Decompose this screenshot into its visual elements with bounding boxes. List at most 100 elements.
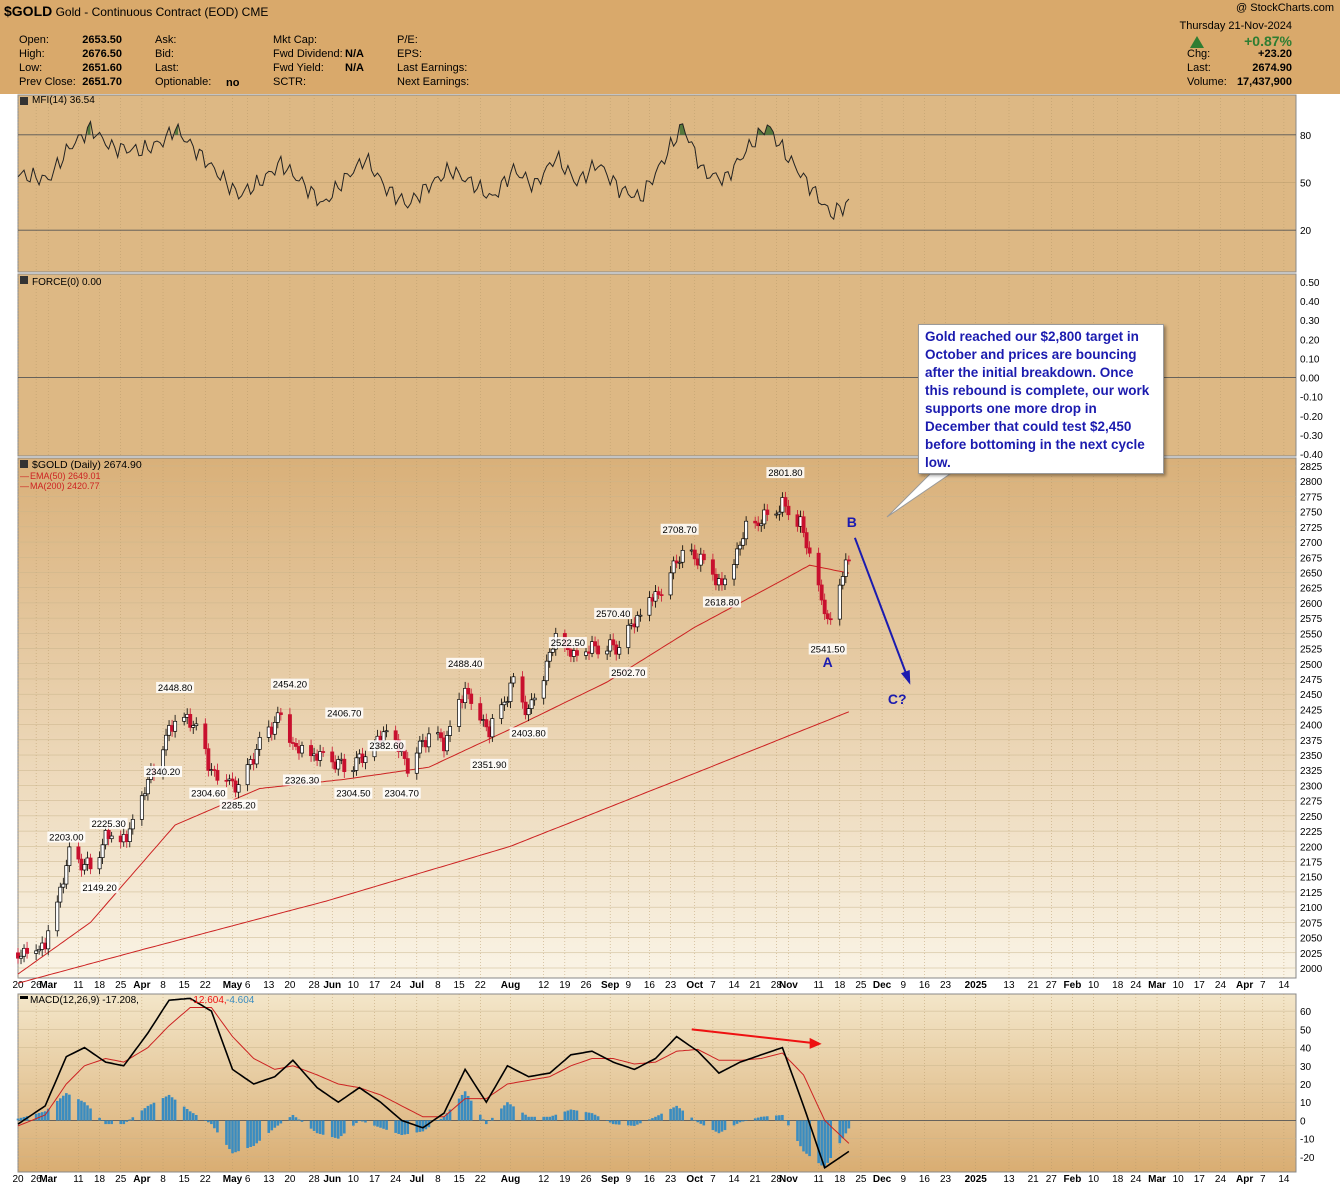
macd-histogram-bar (164, 1096, 168, 1121)
x-axis-tick-label: 6 (245, 980, 251, 991)
force-tick-label: -0.20 (1300, 412, 1323, 423)
price-label: 2522.50 (551, 638, 585, 649)
ema-legend-swatch: — (20, 471, 29, 481)
x-axis-bottom-tick-label: Mar (1148, 1174, 1166, 1185)
x-axis-bottom-tick-label: 15 (454, 1174, 466, 1185)
projection-arrow (853, 537, 911, 683)
macd-histogram-bar (524, 1114, 527, 1121)
price-tick-label: 2075 (1300, 918, 1323, 929)
x-axis-tick-label: 18 (1112, 980, 1124, 991)
macd-histogram-bar (590, 1113, 594, 1121)
macd-histogram-bar (530, 1116, 533, 1121)
macd-histogram-bar (361, 1120, 364, 1122)
x-axis-bottom-tick-label: 11 (813, 1174, 824, 1185)
x-axis-bottom-tick-label: 22 (200, 1174, 212, 1185)
price-label-bg (470, 758, 509, 770)
symbol: $GOLD (4, 3, 53, 19)
macd-histogram-bar (68, 1094, 71, 1121)
macd-histogram-bar (191, 1113, 195, 1121)
x-axis-bottom-tick-label: 10 (348, 1174, 360, 1185)
high-label: High: (19, 48, 45, 60)
macd-histogram-bar (167, 1094, 171, 1121)
x-axis-bottom-tick-label: 22 (475, 1174, 487, 1185)
last-price-value: 2674.90 (1252, 62, 1292, 74)
macd-histogram-bar (276, 1120, 280, 1126)
candle-body (544, 660, 549, 682)
x-axis-bottom-tick-label: 10 (1173, 1174, 1185, 1185)
macd-histogram-bar (732, 1120, 736, 1126)
chart-title: $GOLD Gold - Continuous Contract (EOD) C… (4, 3, 268, 19)
x-axis-bottom-tick-label: 24 (1215, 1174, 1227, 1185)
candle-body (109, 835, 114, 840)
macd-histogram-bar (382, 1120, 385, 1129)
x-axis-bottom-tick-label: Dec (873, 1174, 892, 1185)
candle-body (738, 544, 743, 550)
macd-histogram-bar (808, 1120, 811, 1157)
x-axis-bottom-tick-label: 25 (115, 1174, 127, 1185)
candle-body (723, 578, 727, 586)
macd-histogram-bar (756, 1117, 760, 1121)
x-axis-bottom-tick-label: 25 (855, 1174, 867, 1185)
macd-histogram-bar (352, 1120, 355, 1126)
x-axis-tick-label: 28 (771, 980, 783, 991)
candle-body (822, 599, 827, 615)
force-tick-label: -0.40 (1300, 450, 1323, 461)
price-label-bg (189, 787, 228, 799)
macd-histogram-bar (342, 1120, 346, 1134)
macd-histogram-bar (62, 1095, 65, 1121)
macd-histogram-bar (210, 1120, 213, 1125)
macd-histogram-bar (170, 1097, 174, 1121)
mfi-tick-label: 20 (1300, 226, 1312, 237)
price-label: 2708.70 (662, 525, 696, 536)
candle-body (76, 846, 81, 860)
macd-histogram-bar (714, 1120, 718, 1132)
x-axis-tick-label: 15 (179, 980, 191, 991)
candle-body (426, 733, 431, 748)
candle-body (58, 886, 63, 903)
candle-body (710, 559, 715, 575)
wave-label: C? (888, 691, 907, 707)
candle-body (300, 745, 304, 754)
price-tick-label: 2700 (1300, 538, 1323, 549)
x-axis-tick-label: Apr (133, 980, 150, 991)
prev-close-value: 2651.70 (82, 76, 122, 88)
price-label-bg (334, 787, 373, 799)
low-value: 2651.60 (82, 62, 122, 74)
macd-histogram-bar (488, 1120, 491, 1121)
candle-body (656, 591, 661, 595)
x-axis-tick-label: Aug (501, 980, 520, 991)
x-axis-tick-label: 7 (1260, 980, 1266, 991)
candle-body (463, 687, 468, 704)
x-axis-tick-label: 23 (940, 980, 952, 991)
mfi-panel (17, 94, 1297, 273)
x-axis-bottom-tick-label: 6 (245, 1174, 251, 1185)
price-label-bg (270, 678, 309, 690)
macd-histogram-bar (228, 1120, 231, 1150)
price-label-bg (509, 727, 548, 739)
x-axis-tick-label: Sep (601, 980, 619, 991)
macd-histogram-bar (720, 1120, 724, 1132)
candle-body (605, 650, 610, 655)
x-axis-tick-label: 14 (1278, 980, 1290, 991)
macd-histogram-bar (104, 1120, 107, 1125)
candle-body (215, 769, 220, 781)
candle-body (351, 770, 356, 772)
candle-body (541, 680, 546, 699)
macd-histogram-bar (630, 1120, 633, 1126)
price-tick-label: 2775 (1300, 492, 1323, 503)
x-axis-tick-label: 18 (94, 980, 106, 991)
candle-body (127, 828, 132, 842)
macd-title: MACD(12,26,9) -17.208, (30, 995, 139, 1006)
x-axis-tick-label: 13 (1003, 980, 1015, 991)
candle-body (846, 559, 851, 562)
candle-body (381, 731, 386, 742)
macd-histogram-bar (55, 1100, 59, 1121)
price-label: 2488.40 (448, 659, 482, 670)
macd-histogram-bar (86, 1105, 89, 1121)
macd-histogram-bar (608, 1120, 612, 1123)
exchange: CME (241, 5, 269, 19)
price-tick-label: 2225 (1300, 827, 1323, 838)
candle-body (484, 719, 489, 728)
macd-histogram-bar (65, 1093, 68, 1121)
x-axis-tick-label: 10 (1173, 980, 1185, 991)
